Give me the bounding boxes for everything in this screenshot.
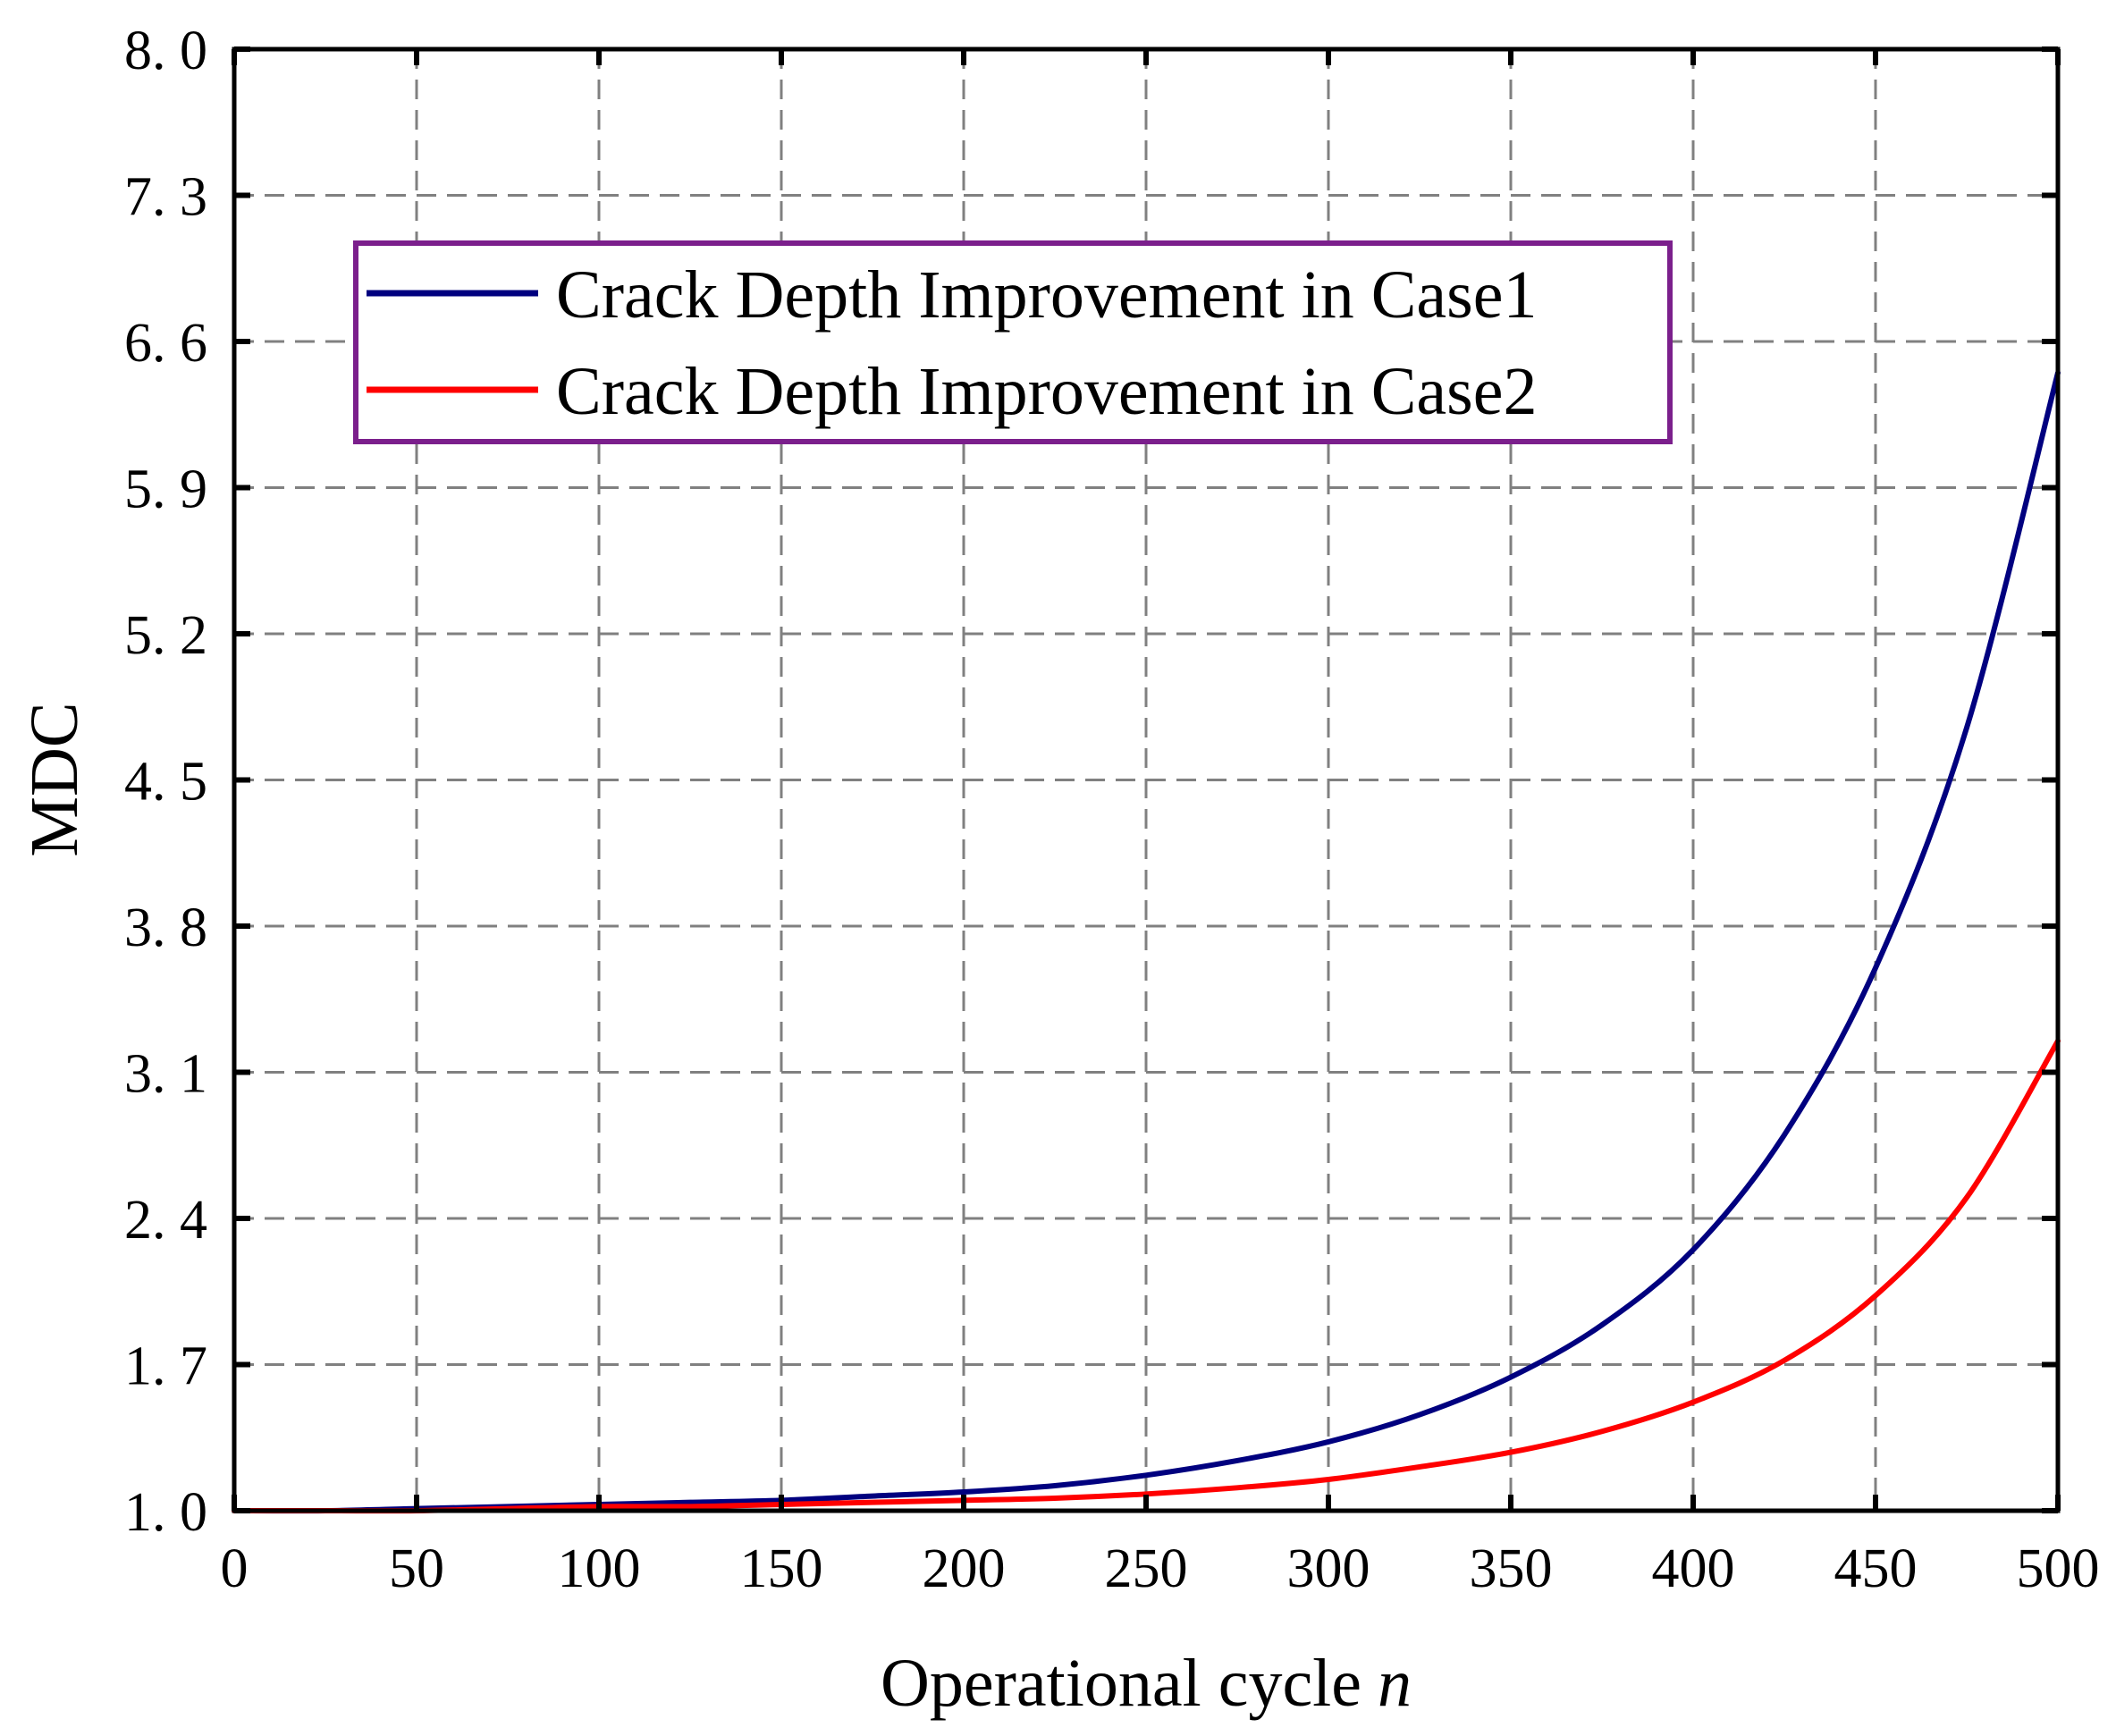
- ticks: [232, 46, 2061, 1513]
- y-tick-label: 5. 9: [124, 459, 207, 520]
- series-layer: [232, 370, 2061, 1514]
- y-tick-label: 3. 1: [124, 1044, 207, 1105]
- x-tick-label: 450: [1834, 1538, 1918, 1599]
- y-tick-labels: 1. 0 1. 7 2. 4 3. 1 3. 8 4. 5 5. 2 5. 9 6. 6 7. 3…: [124, 21, 207, 1543]
- x-tick-label: 500: [2017, 1538, 2100, 1599]
- x-tick-label: 300: [1287, 1538, 1370, 1599]
- x-tick-label: 150: [740, 1538, 823, 1599]
- y-axis-title: MDC: [17, 702, 92, 856]
- x-axis-title-text: Operational cycle: [881, 1646, 1361, 1721]
- y-tick-label: 8. 0: [124, 21, 207, 81]
- y-tick-label: 1. 7: [124, 1336, 207, 1397]
- y-tick-label: 1. 0: [124, 1482, 207, 1543]
- series-line-case2: [232, 1038, 2061, 1514]
- legend-box: [353, 240, 1673, 444]
- legend-label-case2: Crack Depth Improvement in Case2: [556, 354, 1537, 429]
- x-tick-label: 50: [389, 1538, 444, 1599]
- y-tick-label: 3. 8: [124, 897, 207, 958]
- x-tick-label: 100: [558, 1538, 641, 1599]
- x-axis-variable: n: [1378, 1646, 1412, 1721]
- legend-label-case1: Crack Depth Improvement in Case1: [556, 257, 1537, 333]
- y-tick-label: 5. 2: [124, 605, 207, 666]
- y-tick-label: 4. 5: [124, 752, 207, 813]
- x-tick-label: 200: [923, 1538, 1006, 1599]
- x-axis-title: Operational cycle n: [881, 1646, 1412, 1721]
- y-tick-label: 6. 6: [124, 313, 207, 374]
- y-tick-label: 2. 4: [124, 1190, 207, 1251]
- x-tick-label: 0: [221, 1538, 249, 1599]
- legend: Crack Depth Improvement in Case1 Crack D…: [353, 240, 1673, 444]
- x-tick-label: 350: [1470, 1538, 1553, 1599]
- x-tick-label: 250: [1105, 1538, 1188, 1599]
- x-tick-labels: 0 50 100 150 200 250 300 350 400 450 500: [221, 1538, 2100, 1599]
- y-tick-label: 7. 3: [124, 167, 207, 228]
- x-tick-label: 400: [1652, 1538, 1735, 1599]
